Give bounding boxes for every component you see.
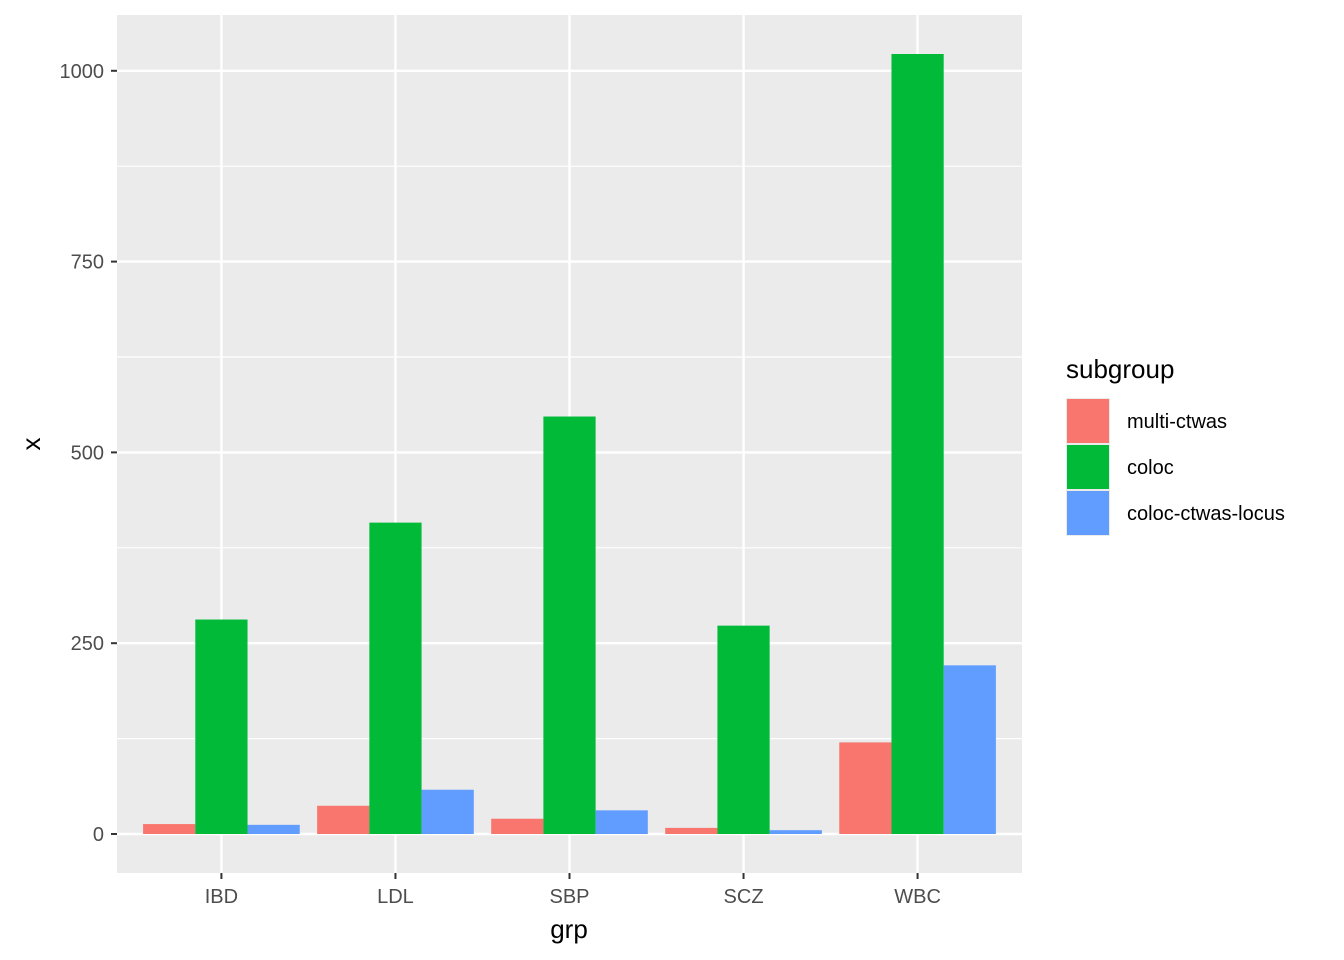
x-tick-label: LDL: [377, 886, 414, 908]
legend-label-coloc-ctwas-locus: coloc-ctwas-locus: [1127, 503, 1285, 525]
y-tick-label: 1000: [60, 61, 105, 83]
bar-coloc-ctwas-locus-WBC: [943, 665, 996, 834]
x-tick-label: IBD: [205, 886, 238, 908]
legend-key-coloc-ctwas-locus: [1067, 491, 1109, 535]
bar-multi-ctwas-SCZ: [665, 827, 718, 834]
y-tick-label: 750: [71, 252, 104, 274]
x-tick-label: SCZ: [724, 886, 764, 908]
bar-coloc-IBD: [195, 619, 248, 834]
bars: [143, 54, 996, 834]
bar-multi-ctwas-WBC: [839, 742, 892, 834]
bar-coloc-SBP: [543, 416, 596, 834]
bar-coloc-ctwas-locus-SCZ: [769, 830, 822, 834]
y-axis-title: x: [16, 438, 46, 451]
x-tick-label: SBP: [549, 886, 589, 908]
bar-multi-ctwas-SBP: [491, 818, 544, 834]
x-axis: IBD LDL SBP SCZ WBC: [205, 873, 941, 908]
x-axis-title: grp: [550, 914, 588, 944]
bar-coloc-LDL: [369, 522, 422, 834]
bar-coloc-SCZ: [717, 625, 770, 834]
legend-title: subgroup: [1066, 354, 1174, 384]
legend-key-multi-ctwas: [1067, 399, 1109, 443]
y-tick-label: 500: [71, 442, 104, 464]
bar-coloc-ctwas-locus-LDL: [421, 789, 474, 834]
y-axis: 0 250 500 750 1000: [60, 61, 117, 846]
bar-coloc-ctwas-locus-IBD: [247, 824, 300, 834]
legend-key-coloc: [1067, 445, 1109, 489]
y-tick-label: 0: [93, 824, 104, 846]
y-tick-label: 250: [71, 633, 104, 655]
legend-label-multi-ctwas: multi-ctwas: [1127, 411, 1227, 433]
legend-label-coloc: coloc: [1127, 457, 1174, 479]
x-tick-label: WBC: [894, 886, 941, 908]
bar-coloc-ctwas-locus-SBP: [595, 810, 648, 834]
legend: subgroup multi-ctwas coloc coloc-ctwas-loc…: [1066, 354, 1285, 536]
bar-multi-ctwas-LDL: [317, 805, 370, 834]
bar-coloc-WBC: [891, 54, 944, 834]
bar-multi-ctwas-IBD: [143, 824, 196, 834]
